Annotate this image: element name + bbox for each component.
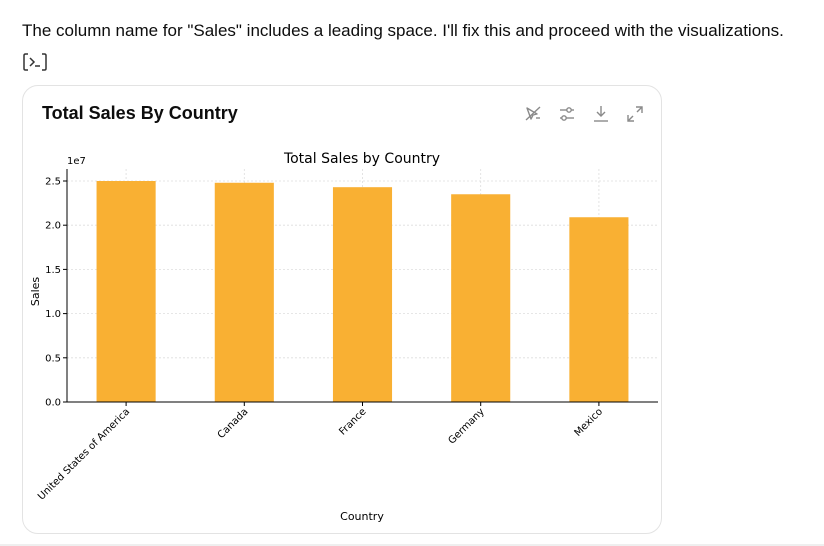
y-tick-label: 1.5 [45, 265, 61, 276]
x-tick-label: Germany [447, 406, 487, 446]
interactive-off-icon [525, 106, 541, 121]
x-tick-label: France [337, 406, 368, 437]
y-tick-label: 0.5 [45, 353, 61, 364]
settings-sliders-icon [560, 107, 574, 121]
y-axis-offset-label: 1e7 [67, 156, 86, 167]
chart-title: Total Sales by Country [283, 151, 440, 167]
code-terminal-icon [23, 53, 47, 71]
chart-card-title: Total Sales By Country [42, 103, 238, 123]
toggle-interactive-button[interactable] [522, 103, 544, 125]
download-chart-button[interactable] [590, 103, 612, 125]
download-icon [594, 106, 608, 122]
y-axis-label: Sales [29, 277, 42, 307]
x-axis-label: Country [340, 510, 384, 523]
view-code-button[interactable] [22, 51, 48, 73]
chart-bars [96, 181, 629, 402]
y-tick-label: 1.0 [45, 309, 61, 320]
y-tick-label: 2.5 [45, 177, 61, 188]
x-tick-label: Mexico [573, 406, 605, 438]
bar [569, 217, 629, 402]
x-ticks: United States of America Canada France Germ… [36, 402, 605, 502]
bar [96, 181, 156, 402]
bar [332, 187, 393, 402]
page-bottom-divider [0, 544, 824, 546]
y-ticks: 0.0 0.5 1.0 1.5 2.0 2.5 [45, 177, 67, 409]
bar [451, 194, 511, 402]
chart-card: Total Sales By Country [22, 85, 662, 534]
y-tick-label: 2.0 [45, 221, 61, 232]
chart-settings-button[interactable] [556, 103, 578, 125]
bar-chart: 0.0 0.5 1.0 1.5 2.0 2.5 United States of Amer… [29, 151, 658, 523]
expand-chart-button[interactable] [624, 103, 646, 125]
bar [214, 182, 274, 402]
expand-icon [627, 106, 643, 122]
x-tick-label: United States of America [36, 406, 132, 502]
x-tick-label: Canada [216, 406, 251, 441]
y-tick-label: 0.0 [45, 398, 61, 409]
assistant-message: The column name for "Sales" includes a l… [22, 21, 784, 40]
